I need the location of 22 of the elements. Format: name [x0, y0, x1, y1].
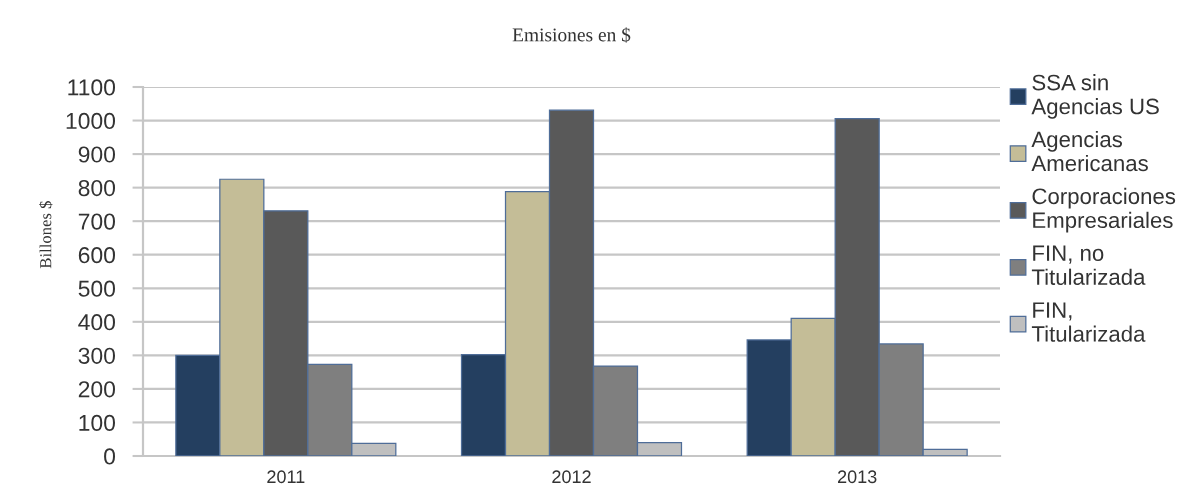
- y-axis-title: Billones $: [39, 201, 53, 269]
- y-tick-label: 500: [78, 280, 116, 297]
- y-tick-label: 900: [78, 146, 116, 163]
- legend-label: FIN, no Titularizada: [1031, 245, 1146, 285]
- chart-title: Emisiones en $: [512, 27, 631, 43]
- y-tick-label: 400: [78, 314, 116, 331]
- y-tick-label: 1100: [68, 79, 116, 96]
- legend-label: Agencias Americanas: [1031, 130, 1148, 172]
- y-tick-label: 0: [104, 448, 116, 465]
- y-tick-label: 1000: [66, 112, 116, 130]
- y-tick-label: 600: [78, 247, 116, 264]
- legend-label: Corporaciones Empresariales: [1032, 187, 1176, 233]
- x-tick-label: 2012: [552, 470, 591, 484]
- y-tick-label: 800: [78, 179, 116, 197]
- x-tick-label: 2011: [267, 470, 305, 484]
- y-tick-label: 300: [78, 347, 116, 364]
- legend-label: SSA sin Agencias US: [1031, 74, 1159, 119]
- x-tick-label: 2013: [837, 470, 877, 484]
- y-tick-label: 100: [79, 414, 116, 431]
- legend-label: FIN, Titularizada: [1031, 302, 1146, 342]
- y-tick-label: 700: [78, 213, 116, 230]
- y-tick-label: 200: [78, 381, 116, 398]
